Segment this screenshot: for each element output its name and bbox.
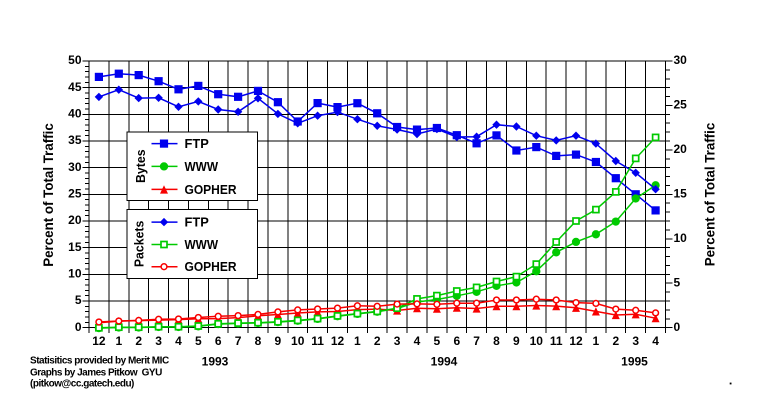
- svg-text:30: 30: [68, 160, 82, 174]
- svg-text:6: 6: [453, 334, 460, 348]
- svg-text:GOPHER: GOPHER: [185, 182, 238, 197]
- svg-text:9: 9: [275, 334, 282, 348]
- svg-text:4: 4: [414, 334, 421, 348]
- svg-text:1: 1: [593, 334, 600, 348]
- svg-text:10: 10: [68, 267, 82, 281]
- svg-text:1993: 1993: [202, 355, 229, 369]
- svg-text:WWW: WWW: [185, 237, 219, 252]
- svg-text:Graphs by James Pitkow GYU: Graphs by James Pitkow GYU: [30, 367, 162, 378]
- svg-text:10: 10: [530, 334, 544, 348]
- svg-text:5: 5: [195, 334, 202, 348]
- svg-text:5: 5: [75, 293, 82, 307]
- svg-text:Percent of Total Traffic: Percent of Total Traffic: [702, 123, 718, 267]
- svg-text:2: 2: [135, 334, 142, 348]
- svg-text:6: 6: [215, 334, 222, 348]
- svg-text:7: 7: [473, 334, 480, 348]
- svg-text:3: 3: [394, 334, 401, 348]
- svg-text:10: 10: [674, 231, 688, 245]
- svg-text:3: 3: [155, 334, 162, 348]
- svg-text:1995: 1995: [621, 355, 648, 369]
- svg-text:45: 45: [68, 80, 82, 94]
- svg-text:12: 12: [569, 334, 583, 348]
- svg-text:1: 1: [354, 334, 361, 348]
- svg-text:5: 5: [674, 275, 681, 289]
- svg-text:1994: 1994: [431, 355, 458, 369]
- svg-text:FTP: FTP: [185, 136, 210, 151]
- svg-text:0: 0: [75, 320, 82, 334]
- svg-text:0: 0: [674, 320, 681, 334]
- svg-text:11: 11: [311, 334, 324, 348]
- svg-text:Packets: Packets: [131, 221, 146, 268]
- svg-text:8: 8: [493, 334, 500, 348]
- svg-text:50: 50: [68, 53, 82, 67]
- svg-text:10: 10: [291, 334, 305, 348]
- svg-text:GOPHER: GOPHER: [185, 259, 238, 274]
- svg-text:30: 30: [674, 53, 688, 67]
- svg-text:FTP: FTP: [185, 215, 210, 230]
- svg-text:12: 12: [92, 334, 106, 348]
- svg-text:12: 12: [331, 334, 345, 348]
- svg-text:4: 4: [652, 334, 659, 348]
- svg-text:3: 3: [632, 334, 639, 348]
- svg-text:25: 25: [674, 98, 688, 112]
- svg-text:1: 1: [115, 334, 122, 348]
- svg-text:40: 40: [68, 107, 82, 121]
- svg-text:20: 20: [674, 142, 688, 156]
- svg-text:35: 35: [68, 133, 82, 147]
- svg-text:4: 4: [175, 334, 182, 348]
- svg-text:8: 8: [255, 334, 262, 348]
- svg-text:Statisitics provided by Merit: Statisitics provided by Merit MIC: [30, 355, 169, 366]
- svg-text:5: 5: [434, 334, 441, 348]
- svg-text:25: 25: [68, 187, 82, 201]
- svg-text:11: 11: [550, 334, 563, 348]
- svg-text:(pitkow@cc.gatech.edu): (pitkow@cc.gatech.edu): [30, 379, 134, 390]
- svg-text:15: 15: [674, 187, 688, 201]
- svg-text:9: 9: [513, 334, 520, 348]
- svg-text:WWW: WWW: [185, 159, 219, 174]
- svg-text:Percent of Total Traffic: Percent of Total Traffic: [40, 123, 56, 267]
- svg-text:7: 7: [235, 334, 242, 348]
- svg-text:Bytes: Bytes: [133, 149, 148, 183]
- svg-text:20: 20: [68, 213, 82, 227]
- svg-text:15: 15: [68, 240, 82, 254]
- svg-text:2: 2: [612, 334, 619, 348]
- svg-text:2: 2: [374, 334, 381, 348]
